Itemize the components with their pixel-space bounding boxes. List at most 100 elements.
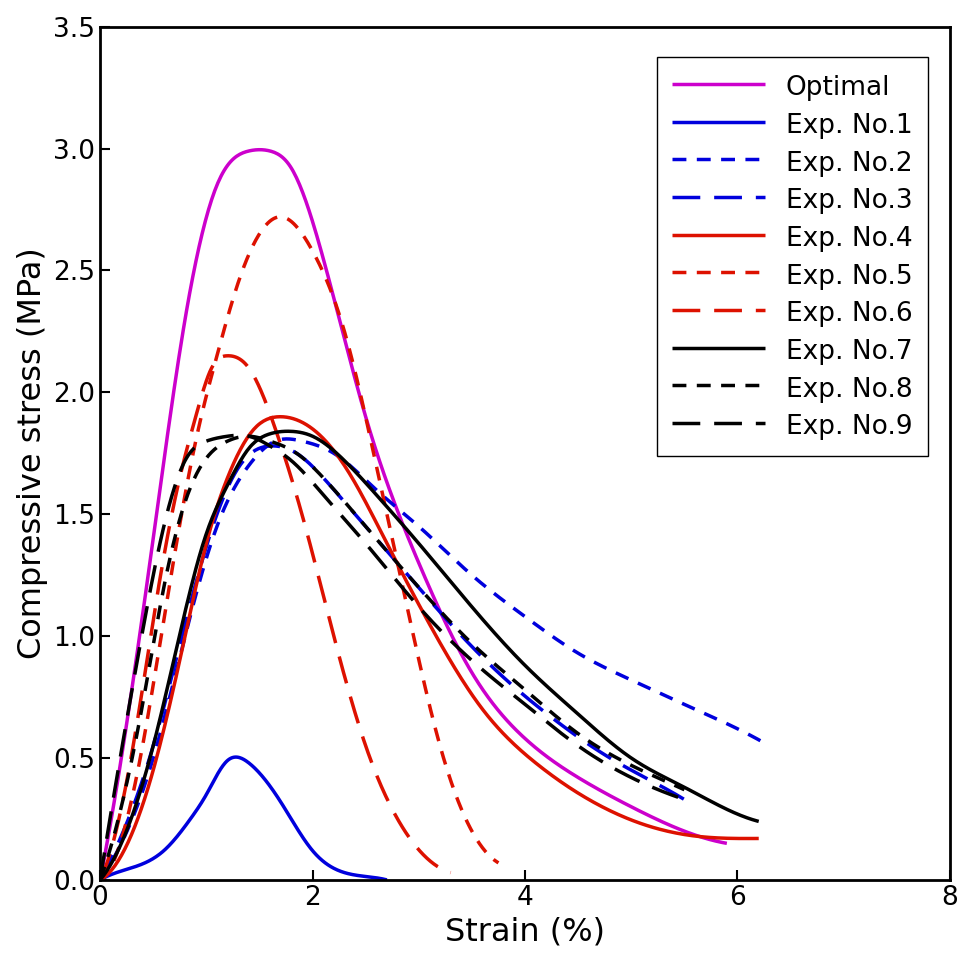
Exp. No.8 xyxy=(518,683,529,694)
Line: Exp. No.6: Exp. No.6 xyxy=(100,356,450,880)
Exp. No.3 xyxy=(286,444,297,456)
Exp. No.9 xyxy=(463,653,475,664)
Optimal xyxy=(490,702,502,713)
Exp. No.4 xyxy=(95,874,106,886)
Exp. No.3 xyxy=(521,691,532,703)
Exp. No.6 xyxy=(316,582,328,594)
Exp. No.2 xyxy=(763,740,775,752)
Exp. No.5 xyxy=(383,517,395,528)
Line: Optimal: Optimal xyxy=(100,149,727,880)
Exp. No.8 xyxy=(521,685,532,697)
Exp. No.9 xyxy=(521,700,532,711)
Exp. No.5 xyxy=(252,230,263,242)
Y-axis label: Compressive stress (MPa): Compressive stress (MPa) xyxy=(17,248,48,659)
Exp. No.8 xyxy=(95,874,106,886)
Exp. No.5 xyxy=(385,525,397,537)
Exp. No.9 xyxy=(165,495,176,507)
Exp. No.8 xyxy=(242,431,254,442)
Optimal xyxy=(300,196,312,207)
Exp. No.3 xyxy=(518,689,529,701)
Exp. No.1 xyxy=(129,861,140,872)
Exp. No.4 xyxy=(753,833,764,844)
Exp. No.1 xyxy=(230,751,242,763)
Exp. No.6 xyxy=(209,358,220,369)
Exp. No.2 xyxy=(582,654,594,665)
Exp. No.7 xyxy=(574,710,586,722)
Exp. No.2 xyxy=(175,648,186,659)
Exp. No.5 xyxy=(224,304,236,315)
Exp. No.6 xyxy=(95,874,106,886)
Exp. No.5 xyxy=(142,710,154,721)
Exp. No.7 xyxy=(510,651,522,662)
Exp. No.9 xyxy=(233,429,245,441)
Optimal xyxy=(548,756,560,767)
Exp. No.1 xyxy=(381,874,393,886)
Exp. No.7 xyxy=(310,432,322,443)
Exp. No.3 xyxy=(679,793,690,805)
Optimal xyxy=(344,354,356,365)
Exp. No.6 xyxy=(222,350,234,362)
Line: Exp. No.2: Exp. No.2 xyxy=(100,439,769,880)
Exp. No.9 xyxy=(518,697,529,709)
Exp. No.2 xyxy=(281,433,292,444)
Line: Exp. No.5: Exp. No.5 xyxy=(100,217,498,880)
Exp. No.1 xyxy=(302,839,314,850)
Exp. No.8 xyxy=(463,635,475,647)
Exp. No.4 xyxy=(571,787,583,798)
Exp. No.4 xyxy=(274,411,286,422)
Exp. No.1 xyxy=(95,874,106,886)
Optimal xyxy=(170,374,181,386)
Exp. No.3 xyxy=(95,874,106,886)
Line: Exp. No.4: Exp. No.4 xyxy=(100,416,759,880)
Exp. No.1 xyxy=(188,809,200,820)
Legend: Optimal, Exp. No.1, Exp. No.2, Exp. No.3, Exp. No.4, Exp. No.5, Exp. No.6, Exp. : Optimal, Exp. No.1, Exp. No.2, Exp. No.3… xyxy=(656,57,928,456)
Line: Exp. No.7: Exp. No.7 xyxy=(100,431,759,880)
Exp. No.3 xyxy=(267,441,279,452)
Exp. No.9 xyxy=(95,874,106,886)
Line: Exp. No.8: Exp. No.8 xyxy=(100,437,684,880)
Exp. No.2 xyxy=(517,609,528,621)
Exp. No.3 xyxy=(165,676,176,687)
Exp. No.6 xyxy=(348,704,360,715)
Line: Exp. No.1: Exp. No.1 xyxy=(100,757,387,880)
Exp. No.4 xyxy=(510,740,522,752)
Optimal xyxy=(95,874,106,886)
Exp. No.4 xyxy=(174,656,185,668)
Optimal xyxy=(551,759,563,770)
Exp. No.9 xyxy=(286,455,297,467)
Optimal xyxy=(254,144,266,155)
Exp. No.7 xyxy=(174,630,185,642)
Line: Exp. No.9: Exp. No.9 xyxy=(100,435,684,880)
Exp. No.6 xyxy=(350,710,362,721)
Exp. No.8 xyxy=(679,784,690,795)
Exp. No.7 xyxy=(95,874,106,886)
Exp. No.6 xyxy=(234,354,246,365)
Exp. No.5 xyxy=(346,353,358,364)
Exp. No.6 xyxy=(136,684,148,696)
Line: Exp. No.3: Exp. No.3 xyxy=(100,446,684,880)
Exp. No.5 xyxy=(492,857,504,869)
Exp. No.2 xyxy=(579,652,591,663)
Exp. No.4 xyxy=(357,491,369,502)
Exp. No.2 xyxy=(95,874,106,886)
Exp. No.1 xyxy=(303,841,315,852)
Exp. No.1 xyxy=(208,775,219,787)
Exp. No.7 xyxy=(753,816,764,827)
Exp. No.8 xyxy=(286,444,297,456)
Exp. No.7 xyxy=(283,425,294,437)
Exp. No.3 xyxy=(327,483,338,495)
Exp. No.5 xyxy=(95,874,106,886)
Exp. No.8 xyxy=(327,483,338,495)
Exp. No.2 xyxy=(361,475,372,487)
Exp. No.6 xyxy=(445,867,456,878)
Optimal xyxy=(722,838,733,849)
Exp. No.4 xyxy=(310,426,322,438)
Exp. No.8 xyxy=(165,550,176,562)
Exp. No.1 xyxy=(275,797,287,809)
Exp. No.9 xyxy=(679,793,690,805)
Exp. No.5 xyxy=(275,211,287,223)
Exp. No.7 xyxy=(571,708,583,719)
Exp. No.9 xyxy=(327,500,338,512)
X-axis label: Strain (%): Strain (%) xyxy=(445,917,605,948)
Exp. No.4 xyxy=(574,789,586,800)
